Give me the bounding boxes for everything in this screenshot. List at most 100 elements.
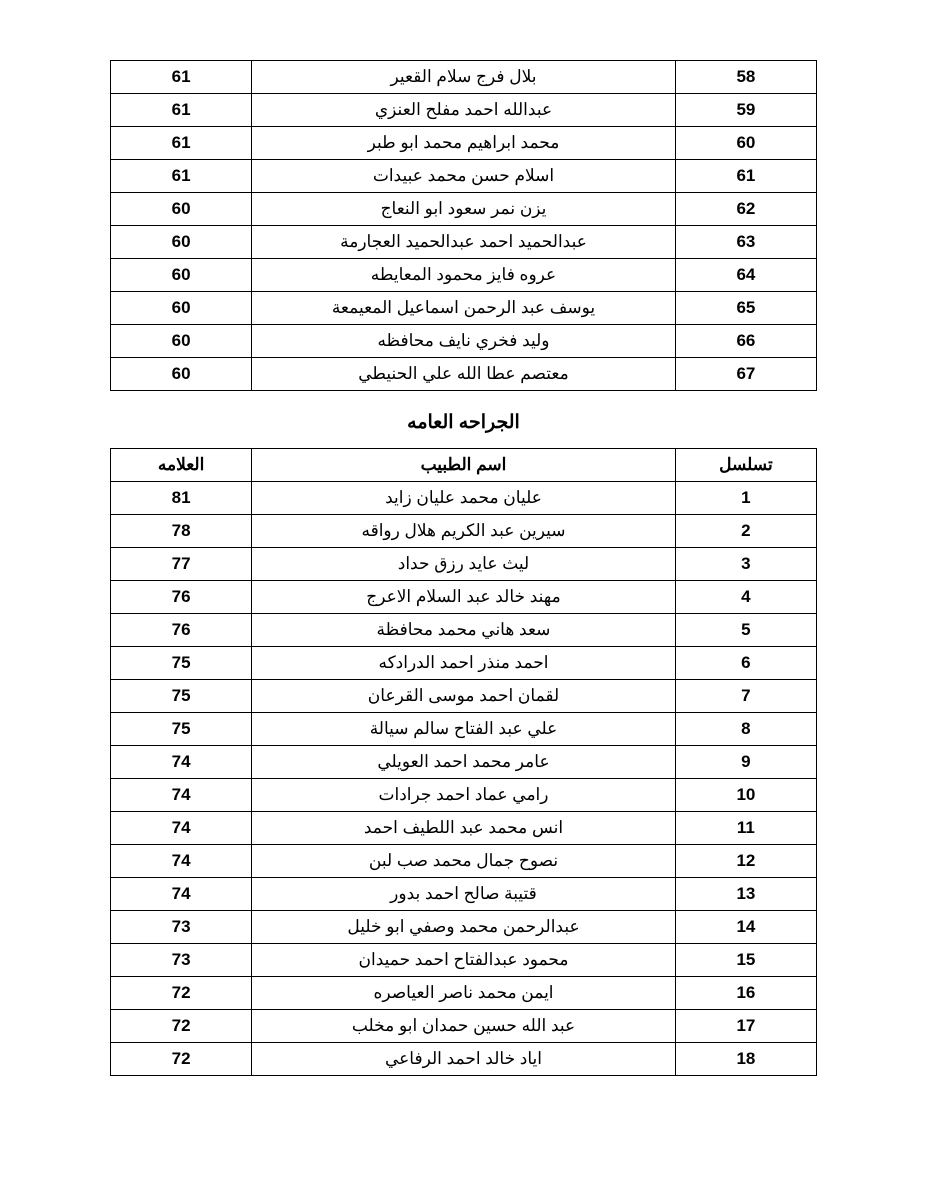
results-table-2: العلامه اسم الطبيب تسلسل 81عليان محمد عل… <box>110 448 817 1076</box>
cell-score: 74 <box>111 746 252 779</box>
cell-score: 60 <box>111 325 252 358</box>
table-row: 75علي عبد الفتاح سالم سيالة8 <box>111 713 817 746</box>
cell-score: 60 <box>111 358 252 391</box>
cell-score: 74 <box>111 878 252 911</box>
cell-score: 60 <box>111 259 252 292</box>
table-row: 61بلال فرج سلام القعير58 <box>111 61 817 94</box>
cell-name: عامر محمد احمد العويلي <box>252 746 676 779</box>
cell-seq: 61 <box>675 160 816 193</box>
cell-name: عليان محمد عليان زايد <box>252 482 676 515</box>
cell-name: علي عبد الفتاح سالم سيالة <box>252 713 676 746</box>
cell-seq: 11 <box>675 812 816 845</box>
cell-score: 61 <box>111 160 252 193</box>
cell-seq: 10 <box>675 779 816 812</box>
header-seq: تسلسل <box>675 449 816 482</box>
cell-seq: 63 <box>675 226 816 259</box>
section-title: الجراحه العامه <box>110 411 817 434</box>
cell-name: مهند خالد عبد السلام الاعرج <box>252 581 676 614</box>
cell-name: عروه فايز محمود المعايطه <box>252 259 676 292</box>
cell-name: عبدالرحمن محمد وصفي ابو خليل <box>252 911 676 944</box>
cell-name: عبدالله احمد مفلح العنزي <box>252 94 676 127</box>
cell-name: اياد خالد احمد الرفاعي <box>252 1043 676 1076</box>
header-name: اسم الطبيب <box>252 449 676 482</box>
cell-score: 75 <box>111 647 252 680</box>
cell-name: عبدالحميد احمد عبدالحميد العجارمة <box>252 226 676 259</box>
cell-score: 74 <box>111 779 252 812</box>
cell-name: رامي عماد احمد جرادات <box>252 779 676 812</box>
table-row: 60يزن نمر سعود ابو النعاج62 <box>111 193 817 226</box>
cell-name: معتصم عطا الله علي الحنيطي <box>252 358 676 391</box>
cell-seq: 3 <box>675 548 816 581</box>
cell-score: 73 <box>111 944 252 977</box>
cell-score: 61 <box>111 94 252 127</box>
table-row: 76مهند خالد عبد السلام الاعرج4 <box>111 581 817 614</box>
cell-seq: 2 <box>675 515 816 548</box>
table-row: 74عامر محمد احمد العويلي9 <box>111 746 817 779</box>
cell-name: احمد منذر احمد الدرادكه <box>252 647 676 680</box>
cell-score: 74 <box>111 812 252 845</box>
cell-seq: 58 <box>675 61 816 94</box>
cell-seq: 17 <box>675 1010 816 1043</box>
cell-seq: 15 <box>675 944 816 977</box>
cell-seq: 8 <box>675 713 816 746</box>
cell-name: اسلام حسن محمد عبيدات <box>252 160 676 193</box>
table-row: 81عليان محمد عليان زايد1 <box>111 482 817 515</box>
cell-seq: 13 <box>675 878 816 911</box>
table-row: 74انس محمد عبد اللطيف احمد11 <box>111 812 817 845</box>
cell-score: 73 <box>111 911 252 944</box>
cell-name: قتيبة صالح احمد بدور <box>252 878 676 911</box>
cell-name: محمود عبدالفتاح احمد حميدان <box>252 944 676 977</box>
cell-name: بلال فرج سلام القعير <box>252 61 676 94</box>
cell-seq: 60 <box>675 127 816 160</box>
table-row: 74قتيبة صالح احمد بدور13 <box>111 878 817 911</box>
cell-name: يوسف عبد الرحمن اسماعيل المعيمعة <box>252 292 676 325</box>
header-score: العلامه <box>111 449 252 482</box>
cell-score: 60 <box>111 193 252 226</box>
cell-score: 77 <box>111 548 252 581</box>
table-row: 61عبدالله احمد مفلح العنزي59 <box>111 94 817 127</box>
cell-name: ايمن محمد ناصر العياصره <box>252 977 676 1010</box>
cell-name: لقمان احمد موسى القرعان <box>252 680 676 713</box>
cell-score: 78 <box>111 515 252 548</box>
table-row: 61محمد ابراهيم محمد ابو طبر60 <box>111 127 817 160</box>
cell-seq: 59 <box>675 94 816 127</box>
table-row: 77ليث عايد رزق حداد3 <box>111 548 817 581</box>
cell-name: نصوح جمال محمد صب لبن <box>252 845 676 878</box>
cell-score: 76 <box>111 581 252 614</box>
cell-seq: 6 <box>675 647 816 680</box>
cell-seq: 62 <box>675 193 816 226</box>
cell-score: 60 <box>111 292 252 325</box>
cell-score: 72 <box>111 1043 252 1076</box>
table-row: 75لقمان احمد موسى القرعان7 <box>111 680 817 713</box>
table-row: 74رامي عماد احمد جرادات10 <box>111 779 817 812</box>
table-row: 60معتصم عطا الله علي الحنيطي67 <box>111 358 817 391</box>
table-row: 60يوسف عبد الرحمن اسماعيل المعيمعة65 <box>111 292 817 325</box>
table-row: 72ايمن محمد ناصر العياصره16 <box>111 977 817 1010</box>
cell-score: 72 <box>111 977 252 1010</box>
cell-seq: 67 <box>675 358 816 391</box>
cell-score: 76 <box>111 614 252 647</box>
cell-seq: 7 <box>675 680 816 713</box>
cell-score: 81 <box>111 482 252 515</box>
table-row: 73محمود عبدالفتاح احمد حميدان15 <box>111 944 817 977</box>
cell-name: وليد فخري نايف محافظه <box>252 325 676 358</box>
cell-name: محمد ابراهيم محمد ابو طبر <box>252 127 676 160</box>
table-row: 61اسلام حسن محمد عبيدات61 <box>111 160 817 193</box>
cell-name: عبد الله حسين حمدان ابو مخلب <box>252 1010 676 1043</box>
cell-name: سيرين عبد الكريم هلال رواقه <box>252 515 676 548</box>
table-row: 60عروه فايز محمود المعايطه64 <box>111 259 817 292</box>
cell-seq: 64 <box>675 259 816 292</box>
table-row: 73عبدالرحمن محمد وصفي ابو خليل14 <box>111 911 817 944</box>
cell-name: انس محمد عبد اللطيف احمد <box>252 812 676 845</box>
table-row: 78سيرين عبد الكريم هلال رواقه2 <box>111 515 817 548</box>
cell-score: 61 <box>111 61 252 94</box>
cell-seq: 4 <box>675 581 816 614</box>
cell-seq: 65 <box>675 292 816 325</box>
cell-seq: 66 <box>675 325 816 358</box>
cell-score: 74 <box>111 845 252 878</box>
cell-seq: 5 <box>675 614 816 647</box>
table-row: 60عبدالحميد احمد عبدالحميد العجارمة63 <box>111 226 817 259</box>
cell-score: 75 <box>111 713 252 746</box>
table-row: 72عبد الله حسين حمدان ابو مخلب17 <box>111 1010 817 1043</box>
cell-name: يزن نمر سعود ابو النعاج <box>252 193 676 226</box>
